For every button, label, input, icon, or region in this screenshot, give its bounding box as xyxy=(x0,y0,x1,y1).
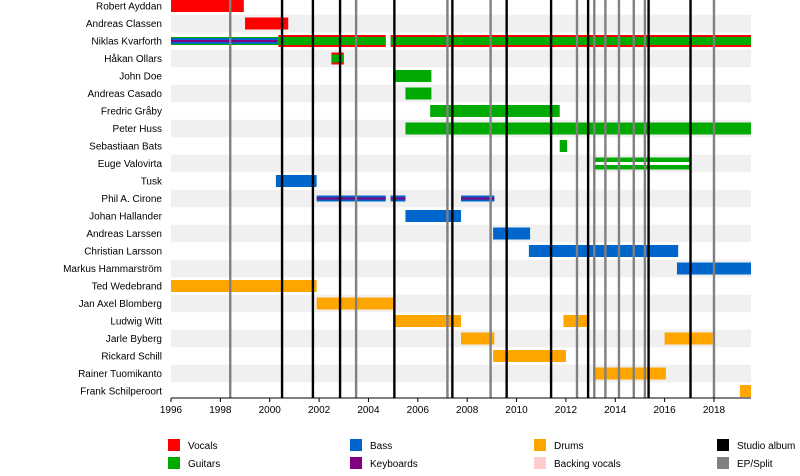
legend-swatch-guitars xyxy=(168,457,180,469)
member-label: Jarle Byberg xyxy=(106,334,162,345)
x-tick-label: 2006 xyxy=(407,405,430,416)
member-label: Jan Axel Blomberg xyxy=(79,299,162,310)
legend-swatch-backing-vocals xyxy=(534,457,546,469)
member-label: Fredric Gråby xyxy=(101,106,162,118)
member-label: Frank Schilperoort xyxy=(80,387,162,398)
bar-euge-valovirta-inner xyxy=(594,162,690,165)
bar-niklas-kvarforth-guitars xyxy=(278,37,386,45)
release-lines xyxy=(229,0,716,398)
bar-ludwig-witt-drums xyxy=(393,315,461,327)
legend-swatch-studio-album xyxy=(717,439,729,451)
bar-rickard-schill-drums xyxy=(493,350,566,362)
x-tick-label: 2010 xyxy=(505,405,528,416)
legend-label-keyboards: Keyboards xyxy=(370,459,418,470)
x-tick-label: 2002 xyxy=(308,405,331,416)
row-band xyxy=(171,259,751,278)
member-label: Markus Hammarström xyxy=(63,264,162,275)
member-label: Peter Huss xyxy=(113,124,162,135)
member-label: Håkan Ollars xyxy=(104,53,162,65)
bar-niklas-kvarforth-keyboards xyxy=(171,40,278,42)
member-label: Ted Wedebrand xyxy=(92,282,162,293)
bar-sebastiaan-bats-guitars xyxy=(559,140,568,152)
legend: Vocals Guitars Bass Keyboards Drums Backing v… xyxy=(168,439,795,470)
legend-label-guitars: Guitars xyxy=(188,459,220,470)
bar-jarle-byberg-drums xyxy=(664,332,713,345)
bar-phil-a-cirone-keyboards xyxy=(390,197,406,200)
bar-h-kan-ollars-guitars xyxy=(331,54,344,63)
legend-swatch-bass xyxy=(350,439,362,451)
x-tick-label: 2008 xyxy=(456,405,479,416)
legend-label-studio-album: Studio album xyxy=(737,441,795,452)
legend-swatch-vocals xyxy=(168,439,180,451)
member-label: Rainer Tuomikanto xyxy=(78,369,162,380)
bar-christian-larsson-bass xyxy=(528,245,679,257)
legend-label-ep-split: EP/Split xyxy=(737,459,773,470)
bar-ted-wedebrand-drums xyxy=(171,280,317,292)
x-tick-label: 2000 xyxy=(259,405,282,416)
bar-tusk-bass xyxy=(275,175,317,187)
legend-swatch-ep-split xyxy=(717,457,729,469)
legend-label-bass: Bass xyxy=(370,441,392,452)
row-band xyxy=(171,294,751,313)
bar-rainer-tuomikanto-drums xyxy=(593,367,666,380)
member-label: Euge Valovirta xyxy=(98,159,163,170)
x-tick-label: 2014 xyxy=(604,405,627,416)
member-label: Rickard Schill xyxy=(101,352,162,363)
member-label: Christian Larsson xyxy=(84,247,162,258)
legend-label-drums: Drums xyxy=(554,441,583,452)
bar-andreas-casado-guitars xyxy=(405,87,432,100)
member-label: Niklas Kvarforth xyxy=(91,37,162,48)
x-tick-label: 1996 xyxy=(160,405,183,416)
bar-niklas-kvarforth-guitars xyxy=(390,37,751,45)
bar-andreas-larssen-bass xyxy=(493,227,531,240)
bar-phil-a-cirone-keyboards xyxy=(316,197,386,200)
member-bars xyxy=(171,0,751,397)
member-label: Andreas Larssen xyxy=(86,229,162,240)
bar-peter-huss-guitars xyxy=(405,122,751,135)
member-label: Johan Hallander xyxy=(89,212,162,223)
bar-jan-axel-blomberg-drums xyxy=(316,297,394,310)
member-label: Ludwig Witt xyxy=(110,317,162,328)
x-tick-label: 2004 xyxy=(357,405,380,416)
member-label: Phil A. Cirone xyxy=(101,194,162,205)
member-label: Sebastiaan Bats xyxy=(89,142,162,153)
member-labels: Robert Ayddan Andreas Classen Niklas Kvarf… xyxy=(63,2,163,398)
legend-swatch-keyboards xyxy=(350,457,362,469)
x-tick-label: 2018 xyxy=(703,405,726,416)
member-label: Robert Ayddan xyxy=(96,2,162,13)
bar-jarle-byberg-drums xyxy=(461,332,495,345)
row-band xyxy=(171,84,751,103)
row-band xyxy=(171,224,751,243)
legend-label-backing-vocals: Backing vocals xyxy=(554,459,621,470)
member-label: John Doe xyxy=(119,72,162,83)
x-tick-label: 2012 xyxy=(555,405,578,416)
x-axis: 1996 1998 2000 2002 2004 2006 2008 2010 2012 2014… xyxy=(160,397,751,416)
member-label: Andreas Casado xyxy=(88,89,163,100)
bar-andreas-classen-vocals xyxy=(245,17,289,30)
bar-frank-schilperoort-drums xyxy=(739,385,751,397)
bar-fredric-gr-by-guitars xyxy=(430,105,560,117)
legend-swatch-drums xyxy=(534,439,546,451)
legend-label-vocals: Vocals xyxy=(188,441,217,452)
bar-robert-ayddan-vocals xyxy=(171,0,244,12)
x-tick-label: 2016 xyxy=(653,405,676,416)
member-label: Andreas Classen xyxy=(86,19,162,30)
bar-john-doe-guitars xyxy=(393,70,432,82)
bar-phil-a-cirone-keyboards xyxy=(461,197,495,200)
member-label: Tusk xyxy=(141,177,163,188)
x-tick-label: 1998 xyxy=(209,405,232,416)
row-band xyxy=(171,49,751,68)
